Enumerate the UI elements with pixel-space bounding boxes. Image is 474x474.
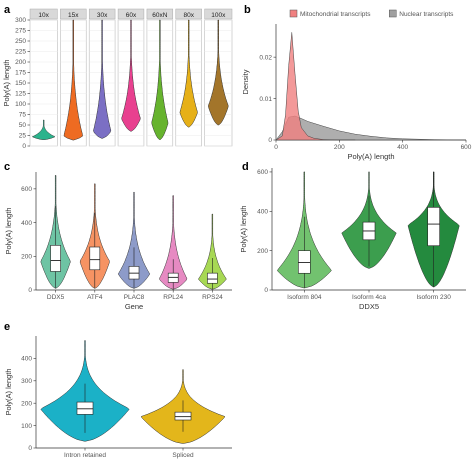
- y-tick-label: 600: [21, 186, 32, 193]
- facet-strip-label: 60x: [126, 12, 137, 19]
- panel-a: a 10x 15x 30x 60x 60xN 80x 100x 0 25 50 75 100 125 150…: [2, 4, 233, 150]
- facet-strip: [88, 8, 116, 20]
- y-tick-label: 75: [19, 112, 27, 119]
- violin-80x: [179, 19, 198, 128]
- panel-d: d Isoform 804 Isoform 4ca Isoform 230 0 200 40…: [239, 161, 466, 311]
- y-tick-label: 0: [22, 143, 26, 150]
- x-tick-label: Isoform 804: [287, 294, 322, 301]
- x-tick-label: 0: [274, 144, 278, 151]
- y-tick-label: 200: [21, 253, 32, 260]
- y-tick-label: 400: [257, 208, 268, 215]
- panel-label: d: [242, 161, 249, 173]
- y-tick-label: 300: [15, 17, 26, 24]
- y-tick-label: 0: [28, 287, 32, 294]
- y-tick-label: 400: [21, 220, 32, 227]
- panel-label: a: [4, 4, 11, 16]
- y-axis-title: Density: [241, 69, 250, 94]
- box-iqr: [76, 401, 94, 415]
- facet-strip: [175, 8, 202, 20]
- y-tick-label: 250: [15, 38, 26, 45]
- x-tick-label: RPS24: [202, 294, 223, 301]
- y-tick-label: 225: [15, 49, 26, 56]
- facet-strip-label: 10x: [38, 12, 49, 19]
- panel-b: b 0 200 400 600 0 0.01 0.02 Density Poly(A) lengt…: [241, 4, 472, 161]
- facet-strip: [204, 8, 233, 20]
- facet-strip: [146, 8, 174, 20]
- y-axis-title: Poly(A) length: [4, 368, 13, 415]
- density-mitochondrial-transcripts: [275, 32, 356, 141]
- x-tick-label: Isoform 230: [417, 294, 452, 301]
- y-tick-label: 200: [257, 248, 268, 255]
- y-axis-title: Poly(A) length: [4, 207, 13, 254]
- y-axis-title: Poly(A) length: [239, 205, 248, 252]
- box-iqr: [427, 207, 440, 247]
- legend-swatch-mitochondrial-transcripts: [289, 9, 298, 18]
- facet-strip: [60, 8, 87, 20]
- panel-e: e Intron retained Spliced 0 100 200 300 400 Poly…: [4, 321, 232, 459]
- y-tick-label: 0: [264, 287, 268, 294]
- panel-label: e: [4, 321, 10, 333]
- facet-strip-label: 60xN: [152, 12, 167, 19]
- box-iqr: [207, 272, 218, 284]
- x-axis-title: Gene: [125, 302, 143, 311]
- legend-swatch-nuclear-transcripts: [389, 9, 397, 18]
- y-tick-label: 300: [21, 378, 32, 385]
- legend-label-nuclear-transcripts: Nuclear transcripts: [399, 11, 454, 18]
- facet-strip-label: 100x: [211, 12, 226, 19]
- violin-10x: [31, 119, 56, 140]
- facet-strip: [117, 8, 145, 20]
- legend-label-mitochondrial-transcripts: Mitochondrial transcripts: [300, 11, 371, 18]
- y-tick-label: 0.02: [259, 54, 272, 61]
- y-tick-label: 100: [15, 101, 26, 108]
- x-tick-label: DDX5: [47, 294, 65, 301]
- facet-strip-label: 30x: [97, 12, 108, 19]
- box-iqr: [89, 246, 101, 271]
- violin-plac8: [117, 191, 151, 289]
- violin-15x: [63, 19, 83, 141]
- box-iqr: [50, 245, 61, 272]
- violin-rps24: [198, 213, 227, 290]
- y-tick-label: 0.01: [259, 96, 272, 103]
- x-tick-label: PLAC8: [124, 294, 145, 301]
- y-tick-label: 150: [15, 80, 26, 87]
- y-tick-label: 275: [15, 28, 26, 35]
- x-axis-title: Poly(A) length: [347, 152, 394, 161]
- panel-c: c DDX5 ATF4 PLAC8 RPL24 RPS24 0 200 400 600 Poly(A…: [4, 161, 232, 311]
- box-iqr: [174, 411, 192, 421]
- violin-100x: [208, 19, 229, 126]
- box-iqr: [298, 250, 311, 274]
- x-tick-label: Spliced: [172, 452, 194, 459]
- y-axis-title: Poly(A) length: [2, 59, 11, 106]
- x-tick-label: 200: [334, 144, 345, 151]
- y-tick-label: 175: [15, 70, 26, 77]
- panel-label: b: [244, 4, 251, 16]
- y-tick-label: 200: [15, 59, 26, 66]
- violin-rpl24: [159, 195, 188, 290]
- violin-60x: [121, 19, 141, 132]
- x-tick-label: Isoform 4ca: [352, 294, 386, 301]
- y-tick-label: 400: [21, 356, 32, 363]
- x-tick-label: 600: [461, 144, 472, 151]
- violin-30x: [93, 19, 112, 139]
- y-tick-label: 0: [268, 137, 272, 144]
- y-tick-label: 125: [15, 91, 26, 98]
- y-tick-label: 50: [19, 122, 27, 129]
- x-tick-label: ATF4: [87, 294, 103, 301]
- x-axis-title: DDX5: [359, 302, 379, 311]
- facet-strip-label: 15x: [68, 12, 79, 19]
- y-tick-label: 100: [21, 423, 32, 430]
- y-tick-label: 600: [257, 169, 268, 176]
- y-tick-label: 25: [19, 133, 27, 140]
- y-tick-label: 200: [21, 400, 32, 407]
- panel-label: c: [4, 161, 10, 173]
- x-tick-label: 400: [397, 144, 408, 151]
- y-tick-label: 0: [28, 445, 32, 452]
- x-tick-label: Intron retained: [64, 452, 106, 459]
- facet-strip: [29, 8, 58, 20]
- violin-60xn: [151, 19, 169, 140]
- x-tick-label: RPL24: [163, 294, 183, 301]
- facet-strip-label: 80x: [183, 12, 194, 19]
